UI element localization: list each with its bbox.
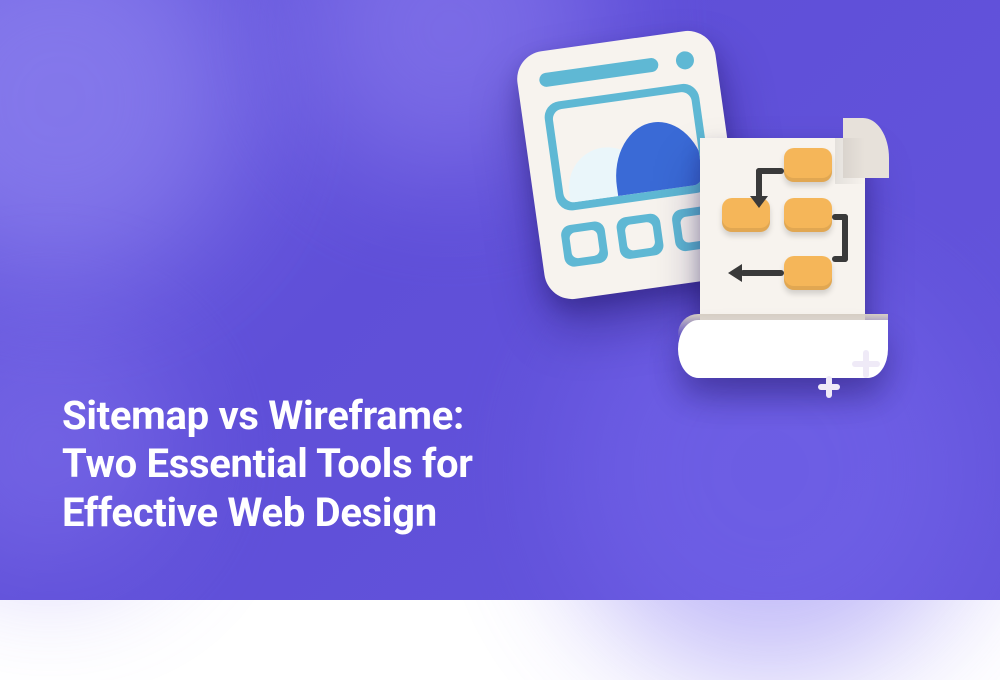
- headline-line: Sitemap vs Wireframe:: [62, 392, 464, 439]
- flow-node: [784, 256, 832, 290]
- headline-line: Two Essential Tools for: [62, 440, 473, 487]
- flow-connector: [842, 214, 848, 262]
- flow-node: [784, 148, 832, 182]
- hero-headline: Sitemap vs Wireframe: Two Essential Tool…: [62, 392, 473, 538]
- flow-connector: [740, 270, 784, 276]
- wireframe-thumbnail: [615, 212, 664, 260]
- wireframe-image-frame: [543, 82, 713, 213]
- arrow-left-icon: [728, 264, 742, 282]
- wireframe-thumbnail: [560, 220, 609, 268]
- mountain-icon: [609, 116, 704, 203]
- sparkle-icon: [818, 376, 840, 398]
- headline-line: Effective Web Design: [62, 489, 437, 536]
- scroll-shade: [835, 138, 865, 184]
- bg-blob: [0, 0, 240, 280]
- wireframe-image-sky: [552, 91, 704, 204]
- hero-illustration: [510, 40, 910, 400]
- flow-node: [784, 198, 832, 232]
- scroll-paper: [700, 138, 865, 348]
- arrow-down-icon: [750, 196, 768, 208]
- wireframe-header-dot: [675, 50, 695, 70]
- wireframe-header-bar: [538, 57, 659, 88]
- sitemap-scroll-icon: [700, 118, 890, 378]
- hero-banner: Sitemap vs Wireframe: Two Essential Tool…: [0, 0, 1000, 600]
- wireframe-thumbnails: [560, 205, 720, 268]
- sparkle-icon: [852, 350, 880, 378]
- flow-connector: [832, 256, 848, 262]
